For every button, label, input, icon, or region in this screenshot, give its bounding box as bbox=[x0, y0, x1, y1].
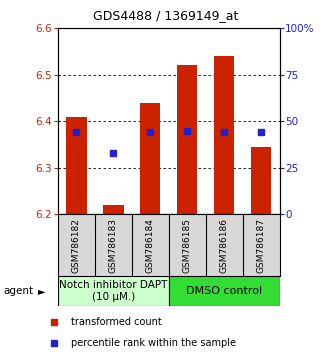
Bar bbox=[169, 276, 280, 306]
Text: GSM786184: GSM786184 bbox=[146, 218, 155, 273]
Text: agent: agent bbox=[3, 286, 33, 296]
Text: GSM786182: GSM786182 bbox=[72, 218, 81, 273]
Text: percentile rank within the sample: percentile rank within the sample bbox=[71, 338, 236, 348]
Bar bbox=[103, 205, 123, 214]
Text: GSM786185: GSM786185 bbox=[183, 218, 192, 273]
Text: DMSO control: DMSO control bbox=[186, 286, 262, 296]
Bar bbox=[58, 276, 169, 306]
Text: GSM786187: GSM786187 bbox=[257, 218, 266, 273]
Bar bbox=[214, 56, 234, 214]
Text: ►: ► bbox=[38, 286, 46, 296]
Text: transformed count: transformed count bbox=[71, 316, 162, 327]
Bar bbox=[140, 103, 161, 214]
Text: GSM786186: GSM786186 bbox=[220, 218, 229, 273]
Text: GDS4488 / 1369149_at: GDS4488 / 1369149_at bbox=[93, 9, 238, 22]
Text: Notch inhibitor DAPT
(10 μM.): Notch inhibitor DAPT (10 μM.) bbox=[59, 280, 167, 302]
Bar bbox=[251, 147, 271, 214]
Text: GSM786183: GSM786183 bbox=[109, 218, 118, 273]
Bar bbox=[177, 65, 198, 214]
Bar bbox=[66, 116, 87, 214]
